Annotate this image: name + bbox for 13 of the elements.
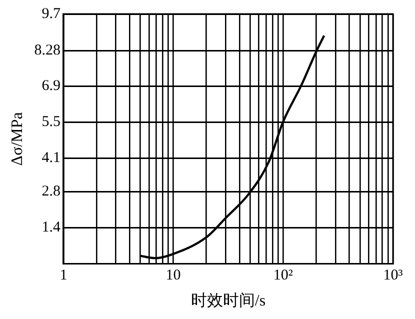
y-tick-label: 2.8 — [42, 184, 60, 200]
x-tick-label: 1 — [60, 268, 68, 284]
y-tick-label: 8.28 — [34, 42, 60, 59]
y-tick-label: 5.5 — [42, 114, 60, 130]
x-tick-label: 10² — [273, 268, 294, 284]
y-tick-label: 9.7 — [42, 6, 61, 22]
y-axis-title: Δσ/MPa — [8, 112, 26, 166]
y-tick-label: 4.1 — [42, 150, 60, 166]
y-tick-label: 1.4 — [42, 220, 61, 236]
x-tick-label: 10³ — [383, 268, 404, 284]
y-tick-label: 6.9 — [42, 78, 60, 94]
x-tick-label: 10 — [166, 268, 181, 284]
x-axis-title: 时效时间/s — [190, 292, 266, 310]
